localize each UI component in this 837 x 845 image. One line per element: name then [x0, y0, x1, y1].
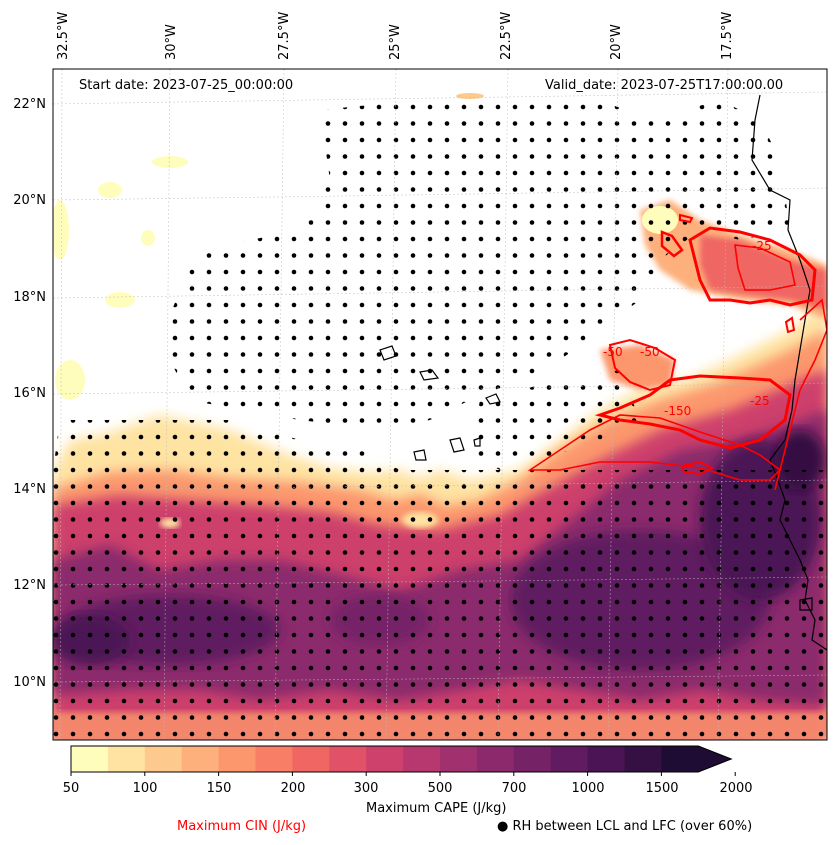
- lon-label: 30°W: [164, 24, 179, 60]
- rh-dot-icon: ●: [497, 819, 509, 834]
- colorbar-tick: 500: [427, 781, 453, 796]
- lon-label: 27.5°W: [277, 11, 292, 60]
- lat-label: 18°N: [13, 290, 46, 305]
- colorbar-segment: [144, 746, 183, 772]
- colorbar-segment: [624, 746, 662, 772]
- lat-label: 22°N: [13, 97, 46, 112]
- lon-label: 20°W: [609, 24, 624, 60]
- map-area: -50 -150 -25 -50 -25: [53, 69, 827, 740]
- lat-label: 12°N: [13, 578, 46, 593]
- contour-label: -150: [664, 404, 691, 418]
- rh-legend: ● RH between LCL and LFC (over 60%): [497, 819, 752, 834]
- contour-label: -25: [752, 239, 772, 253]
- lon-label: 32.5°W: [56, 11, 71, 60]
- colorbar-segment: [107, 746, 146, 772]
- valid-date: Valid_date: 2023-07-25T17:00:00.00: [545, 78, 784, 93]
- contour-label: -25: [750, 394, 770, 408]
- lat-label: 16°N: [13, 386, 46, 401]
- lon-label: 22.5°W: [499, 11, 514, 60]
- lat-label: 10°N: [13, 675, 46, 690]
- rh-legend-label: RH between LCL and LFC (over 60%): [512, 819, 753, 834]
- lon-label: 17.5°W: [720, 11, 735, 60]
- colorbar-tick: 300: [353, 781, 379, 796]
- lon-label: 25°W: [388, 24, 403, 60]
- colorbar-tick: 50: [62, 781, 80, 796]
- colorbar-segment: [329, 746, 367, 772]
- colorbar-segment: [587, 746, 625, 772]
- cin-contours: [527, 213, 827, 491]
- colorbar-segment: [255, 746, 293, 772]
- colorbar-extend-arrow: [698, 746, 732, 772]
- colorbar-outline: [70, 745, 733, 773]
- coastline: [379, 94, 827, 651]
- rh-dot-field: [53, 95, 827, 740]
- cin-contour-labels: -50 -150 -25 -50 -25: [603, 239, 772, 418]
- colorbar-segment: [292, 746, 330, 772]
- colorbar-segment: [550, 746, 589, 772]
- lat-label: 20°N: [13, 193, 46, 208]
- colorbar-segment: [366, 746, 404, 772]
- lat-label: 14°N: [13, 482, 46, 497]
- colorbar-tick: 2000: [719, 781, 753, 796]
- map-frame: [52, 68, 828, 741]
- colorbar-segment: [513, 746, 552, 772]
- colorbar-segment: [403, 746, 441, 772]
- colorbar-segment: [476, 746, 515, 772]
- colorbar-segment: [440, 746, 478, 772]
- cin-legend-label: Maximum CIN (J/kg): [177, 819, 307, 834]
- colorbar-segment: [181, 746, 220, 772]
- colorbar-tick: 700: [501, 781, 527, 796]
- colorbar-tick: 100: [132, 781, 158, 796]
- colorbar-tick: 1000: [571, 781, 605, 796]
- colorbar-tick: 1500: [645, 781, 679, 796]
- contour-label: -50: [640, 345, 660, 359]
- colorbar-segment: [71, 746, 109, 772]
- contour-label: -50: [603, 345, 623, 359]
- colorbar-segment: [661, 746, 699, 772]
- colorbar-tick: 150: [206, 781, 232, 796]
- start-date: Start date: 2023-07-25_00:00:00: [79, 78, 294, 93]
- colorbar-segment: [218, 746, 256, 772]
- colorbar: [70, 745, 736, 776]
- colorbar-label: Maximum CAPE (J/kg): [366, 801, 507, 816]
- colorbar-tick: 200: [280, 781, 306, 796]
